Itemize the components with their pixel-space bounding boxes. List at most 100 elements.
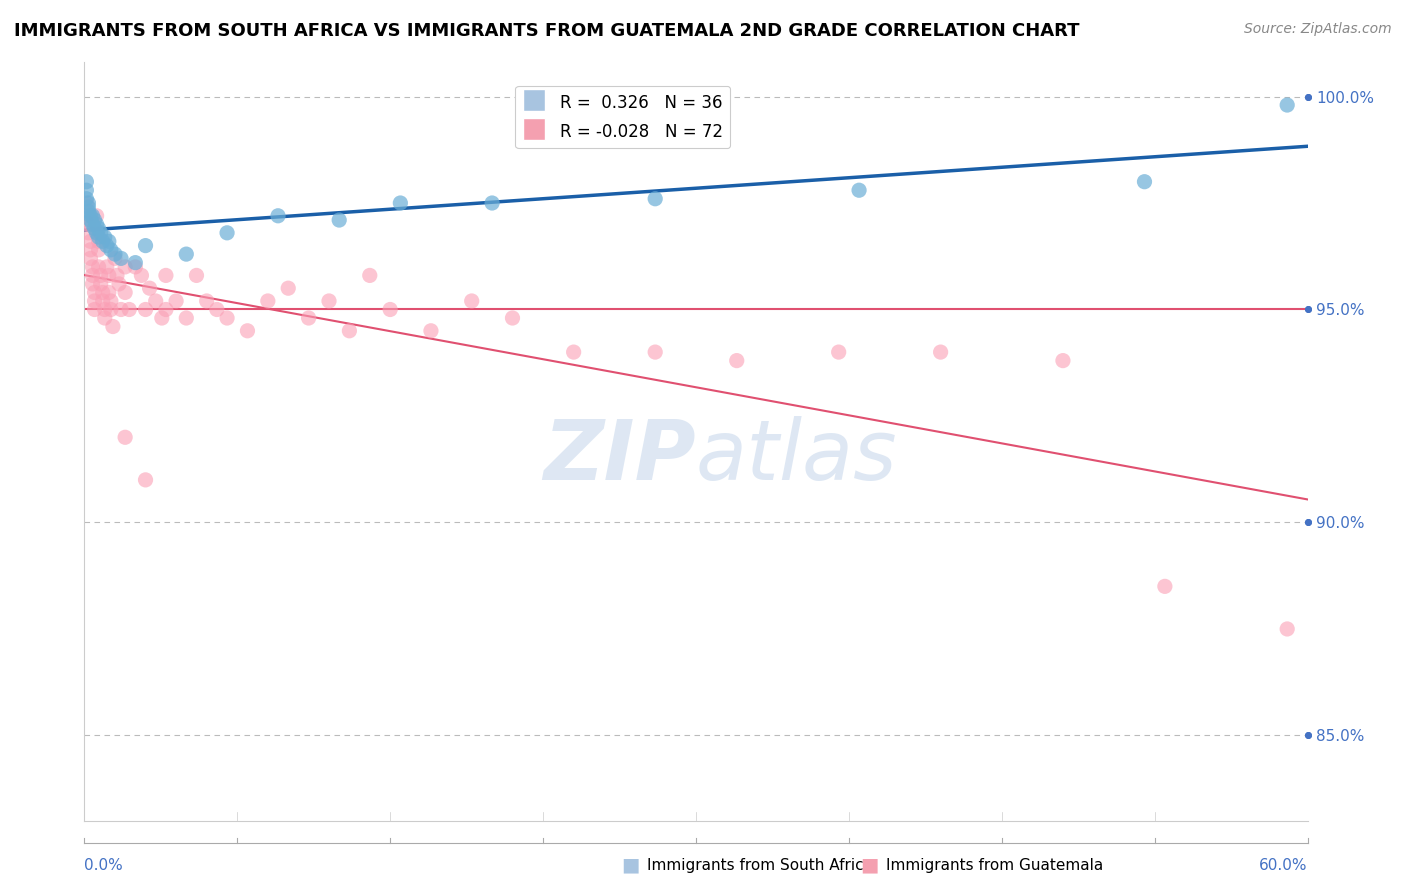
Point [205, 302, 228, 317]
Point [135, 238, 157, 252]
Point [82, 277, 104, 291]
Point [277, 281, 299, 295]
Point [82, 268, 104, 283]
Point [93, 230, 115, 244]
Point [138, 281, 160, 295]
Point [90, 277, 112, 291]
Point [150, 311, 173, 326]
Point [174, 247, 197, 261]
Point [155, 268, 177, 283]
Point [131, 268, 153, 283]
Point [1133, 175, 1156, 189]
Point [100, 293, 122, 308]
Point [77, 196, 100, 211]
Point [96, 260, 118, 274]
Point [75, 209, 97, 223]
Point [174, 311, 197, 326]
Point [93, 311, 115, 326]
Point [108, 277, 131, 291]
Legend: R =  0.326   N = 36, R = -0.028   N = 72: R = 0.326 N = 36, R = -0.028 N = 72 [515, 86, 730, 148]
Point [481, 196, 503, 211]
Point [318, 293, 340, 308]
Point [562, 345, 585, 359]
Point [389, 196, 412, 211]
Point [77, 204, 100, 219]
Point [97, 235, 120, 249]
Point [105, 268, 128, 283]
Point [79, 213, 101, 227]
Point [380, 302, 402, 317]
Point [359, 268, 381, 283]
Point [118, 302, 141, 317]
Point [82, 209, 104, 223]
Point [236, 324, 259, 338]
Point [1154, 579, 1177, 593]
Point [75, 175, 97, 189]
Text: IMMIGRANTS FROM SOUTH AFRICA VS IMMIGRANTS FROM GUATEMALA 2ND GRADE CORRELATION : IMMIGRANTS FROM SOUTH AFRICA VS IMMIGRAN… [14, 22, 1080, 40]
Point [83, 213, 105, 227]
Point [87, 230, 110, 244]
Point [86, 209, 108, 223]
Point [83, 302, 105, 317]
Point [217, 226, 239, 240]
Point [165, 293, 187, 308]
Point [217, 311, 239, 326]
Text: ■: ■ [621, 855, 640, 875]
Point [298, 311, 321, 326]
Point [87, 260, 110, 274]
Point [75, 192, 97, 206]
Point [79, 252, 101, 266]
Point [257, 293, 280, 308]
Text: ■: ■ [860, 855, 879, 875]
Point [77, 217, 100, 231]
Point [195, 293, 218, 308]
Point [104, 247, 127, 261]
Point [828, 345, 851, 359]
Point [1277, 622, 1299, 636]
Point [91, 235, 114, 249]
Point [339, 324, 361, 338]
Point [87, 243, 110, 257]
Point [420, 324, 443, 338]
Point [86, 226, 108, 240]
Point [87, 221, 110, 235]
Text: atlas: atlas [696, 417, 897, 497]
Point [145, 293, 167, 308]
Point [155, 302, 177, 317]
Point [502, 311, 524, 326]
Point [97, 285, 120, 300]
Point [83, 285, 105, 300]
Point [114, 260, 136, 274]
Point [91, 285, 114, 300]
Point [83, 293, 105, 308]
Point [124, 255, 146, 269]
Text: Immigrants from Guatemala: Immigrants from Guatemala [886, 858, 1104, 872]
Point [96, 238, 118, 252]
Point [110, 302, 132, 317]
Point [75, 196, 97, 211]
Point [135, 473, 157, 487]
Text: Immigrants from South Africa: Immigrants from South Africa [647, 858, 873, 872]
Text: ZIP: ZIP [543, 417, 696, 497]
Point [77, 200, 100, 214]
Point [328, 213, 350, 227]
Point [461, 293, 484, 308]
Point [75, 183, 97, 197]
Point [93, 302, 115, 317]
Point [83, 221, 105, 235]
Point [644, 345, 666, 359]
Point [79, 243, 101, 257]
Text: 0.0%: 0.0% [84, 858, 124, 872]
Point [929, 345, 952, 359]
Point [91, 293, 114, 308]
Point [848, 183, 870, 197]
Point [100, 302, 122, 317]
Point [104, 252, 127, 266]
Point [86, 226, 108, 240]
Point [77, 226, 100, 240]
Point [79, 209, 101, 223]
Point [86, 217, 108, 231]
Point [79, 235, 101, 249]
Point [90, 268, 112, 283]
Point [87, 235, 110, 249]
